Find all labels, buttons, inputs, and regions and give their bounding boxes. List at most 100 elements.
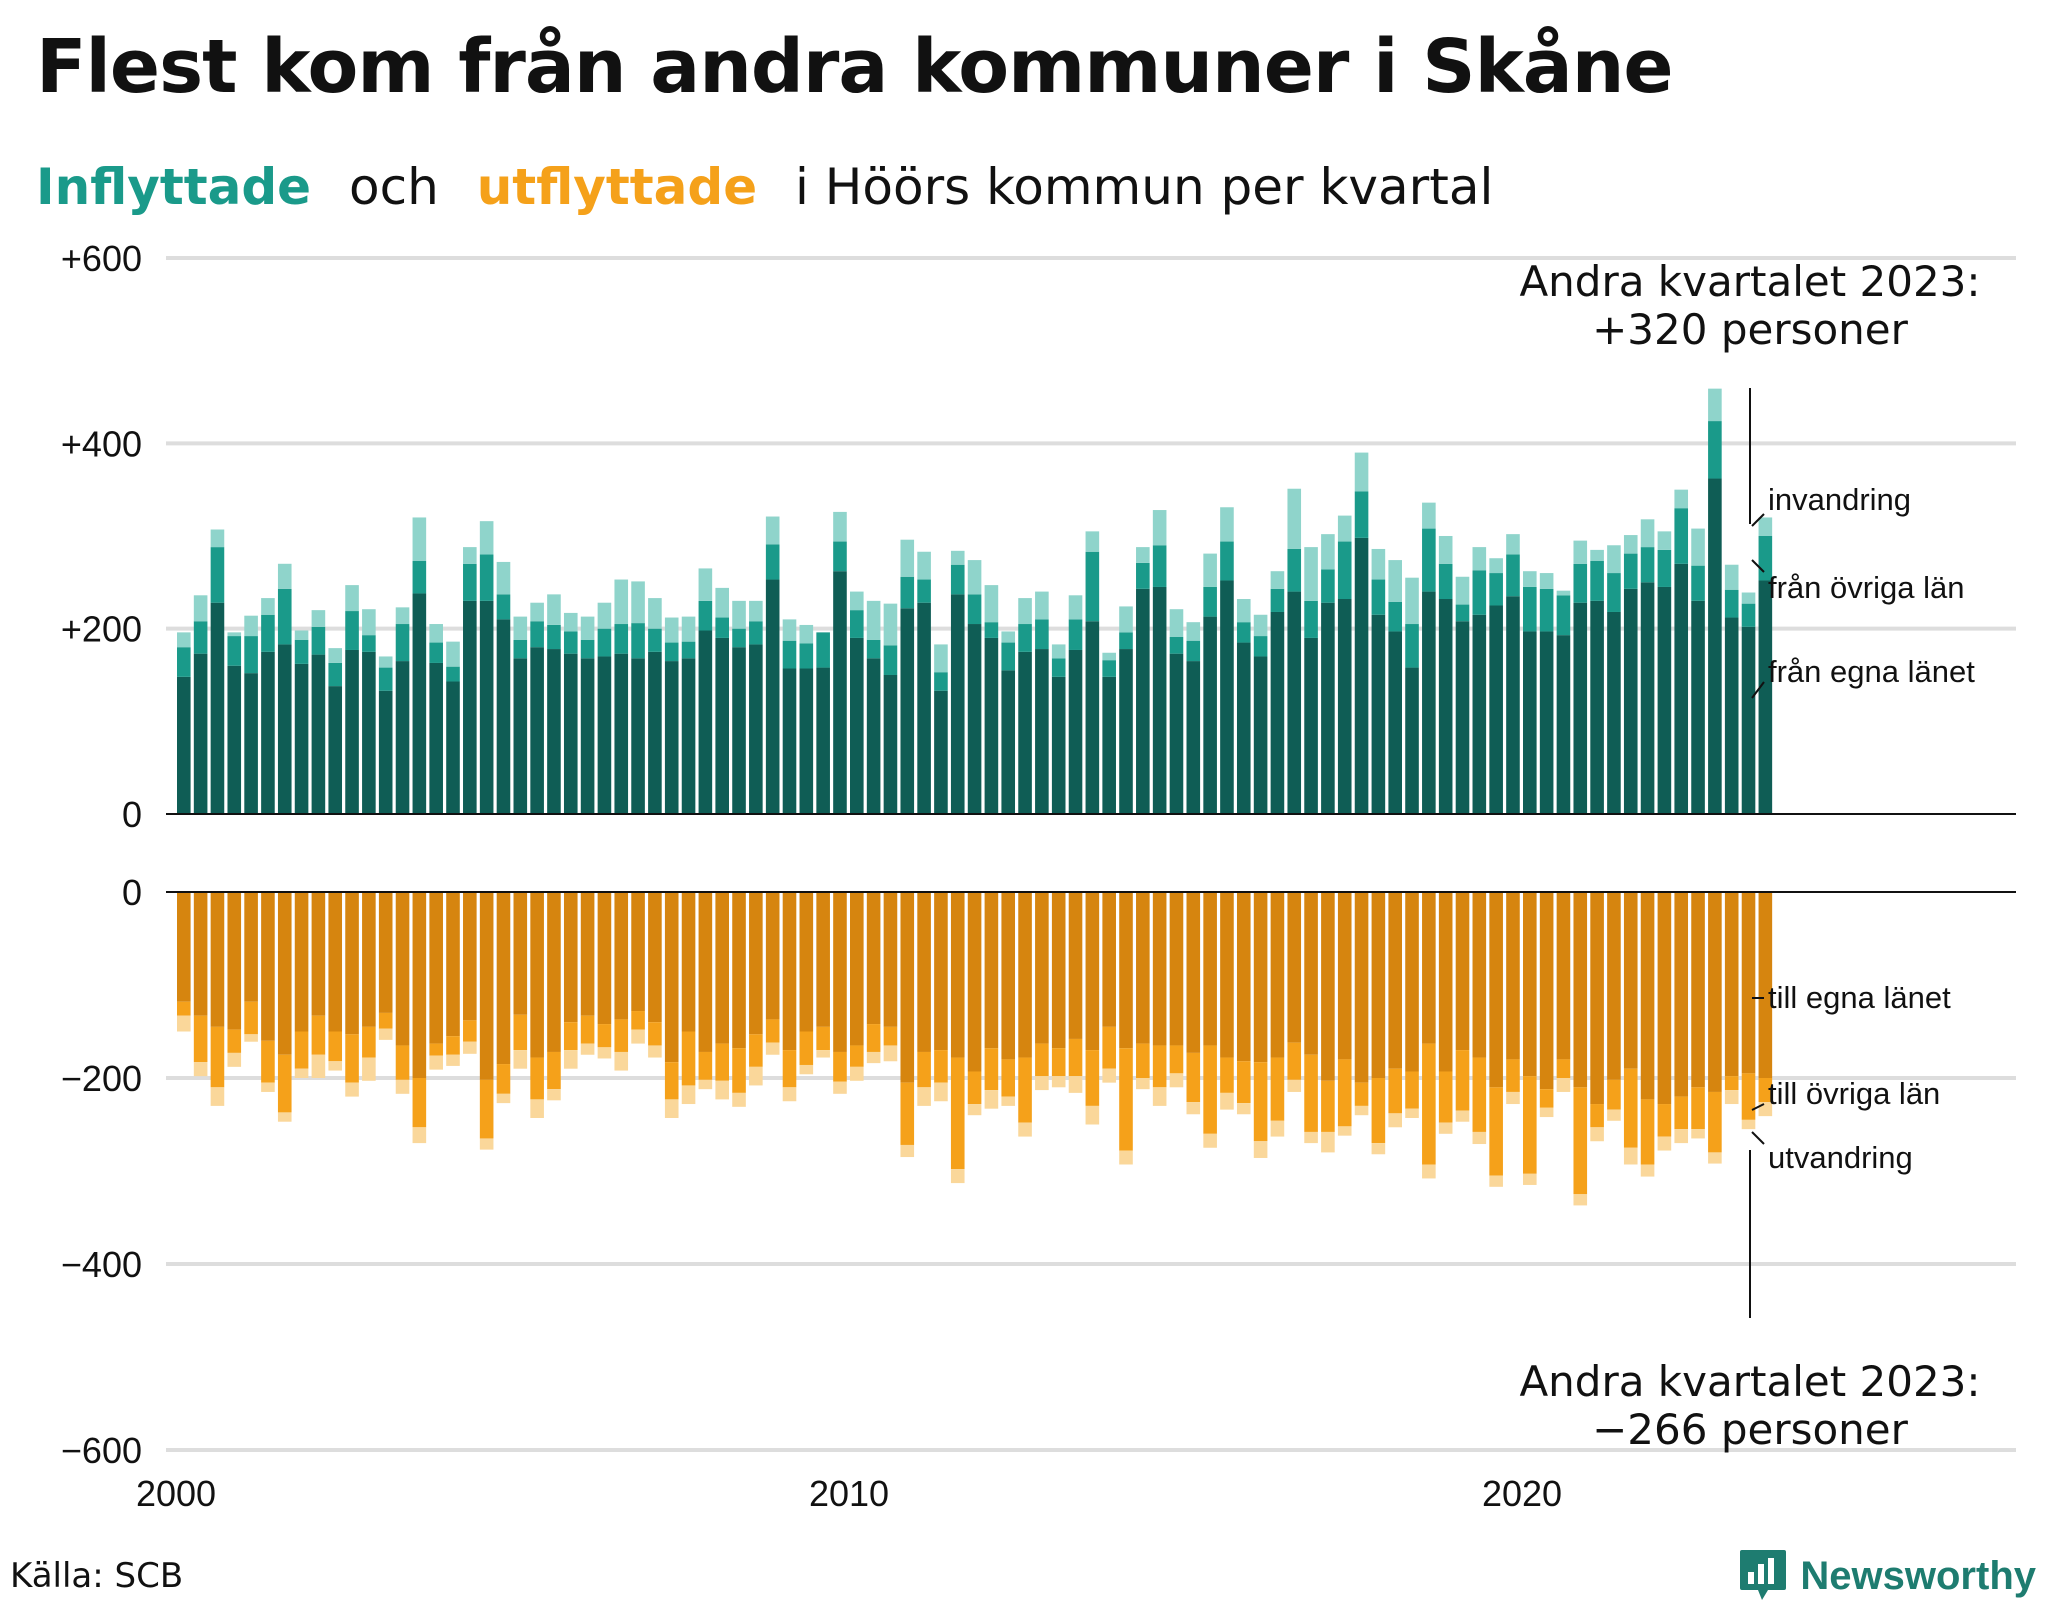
bar-segment (227, 632, 242, 637)
bar-segment (328, 662, 343, 687)
bar-segment (1405, 667, 1419, 814)
bar-segment (277, 588, 292, 645)
bar-segment (934, 672, 948, 691)
bar-segment (1590, 1104, 1604, 1128)
bar-segment (850, 1066, 864, 1081)
bar-segment (378, 892, 393, 1013)
bar-segment (597, 656, 612, 814)
bar-segment (193, 892, 208, 1016)
bar-segment (883, 603, 898, 646)
bar-segment (967, 594, 982, 625)
bar-segment (833, 892, 847, 1052)
bar-segment (362, 892, 376, 1027)
bar-segment (530, 1057, 544, 1100)
bar-segment (395, 607, 410, 625)
bar-segment (1018, 651, 1032, 814)
bar-segment (1001, 892, 1016, 1060)
y-tick-label: +200 (61, 609, 142, 650)
bar-segment (547, 594, 561, 625)
bar-segment (1539, 631, 1554, 814)
bar-segment (1203, 892, 1217, 1046)
chart-title: Flest kom från andra kommuner i Skåne (36, 24, 1674, 110)
bar-segment (1152, 1045, 1167, 1088)
bar-segment (1169, 1073, 1184, 1088)
x-tick-labels: 2000 2010 2020 (136, 1473, 1562, 1514)
bar-segment (311, 654, 326, 814)
bar-segment (1119, 606, 1133, 633)
bar-segment (1623, 1068, 1638, 1148)
bar-segment (277, 644, 292, 814)
bar-segment (563, 1050, 578, 1069)
bar-segment (597, 1024, 612, 1048)
bar-segment (765, 516, 780, 545)
bar-segment (1287, 1042, 1302, 1080)
bar-segment (412, 561, 427, 594)
bar-segment (1321, 1131, 1335, 1153)
bar-segment (782, 892, 797, 1051)
bar-segment (1035, 591, 1049, 620)
bar-segment (429, 1043, 443, 1056)
leader-till-ovriga-lan (1751, 1103, 1765, 1111)
bar-segment (1523, 892, 1537, 1077)
bar-segment (1236, 642, 1251, 814)
bar-segment (1472, 1131, 1487, 1145)
annotations: Andra kvartalet 2023: +320 personer Andr… (1519, 257, 1980, 1454)
bar-segment (210, 1026, 225, 1088)
bar-segment (177, 676, 191, 814)
bar-segment (1724, 589, 1739, 618)
bar-segment (1119, 1150, 1133, 1165)
bar-segment (1607, 1109, 1621, 1121)
bar-segment (429, 624, 443, 643)
x-tick-label: 2020 (1482, 1473, 1562, 1514)
bar-segment (429, 892, 443, 1044)
bar-segment (799, 892, 814, 1032)
bar-segment (1438, 599, 1453, 814)
subtitle-and-word: och (349, 158, 439, 216)
bar-segment (193, 621, 208, 654)
bar-segment (530, 647, 544, 814)
bar-segment (261, 598, 275, 615)
bar-segment (1724, 1076, 1739, 1091)
bar-segment (1640, 1099, 1655, 1165)
bar-segment (1354, 491, 1369, 538)
bar-segment (1203, 553, 1217, 587)
bar-segment (1556, 1059, 1571, 1078)
bar-segment (732, 628, 746, 648)
bar-segment (345, 1034, 359, 1083)
bar-segment (1590, 892, 1604, 1105)
bar-segment (1220, 507, 1234, 542)
bar-segment (1506, 1059, 1520, 1092)
bar-segment (950, 892, 965, 1058)
bar-segment (1388, 1113, 1402, 1128)
bar-segment (1051, 1048, 1066, 1077)
bar-segment (1523, 631, 1537, 814)
bar-segment (1068, 892, 1083, 1039)
bar-segment (648, 892, 662, 1023)
bar-segment (479, 554, 494, 601)
bar-segment (1657, 549, 1672, 587)
bar-segment (1085, 1050, 1100, 1106)
bar-segment (749, 892, 763, 1035)
bar-segment (782, 1087, 797, 1102)
bar-segment (1371, 1143, 1386, 1155)
bar-segment (294, 639, 309, 664)
bar-segment (244, 636, 258, 674)
bar-segment (1152, 892, 1167, 1046)
bar-segment (1304, 637, 1318, 814)
subtitle-rest: i Höörs kommun per kvartal (795, 158, 1494, 216)
bar-segment (1354, 1105, 1369, 1116)
bar-segment (631, 1011, 645, 1030)
bar-segment (1035, 892, 1049, 1044)
bar-segment (227, 1029, 242, 1053)
bar-segment (1136, 1043, 1150, 1078)
bar-segment (1657, 1136, 1672, 1151)
bar-segment (1590, 1127, 1604, 1142)
label-till-egna-lanet: till egna länet (1768, 980, 1951, 1015)
bar-segment (984, 622, 999, 638)
bar-segment (934, 1082, 948, 1102)
bar-segment (463, 1041, 477, 1054)
bar-segment (1388, 631, 1402, 814)
bar-segment (1270, 571, 1285, 589)
bar-segment (799, 643, 814, 669)
